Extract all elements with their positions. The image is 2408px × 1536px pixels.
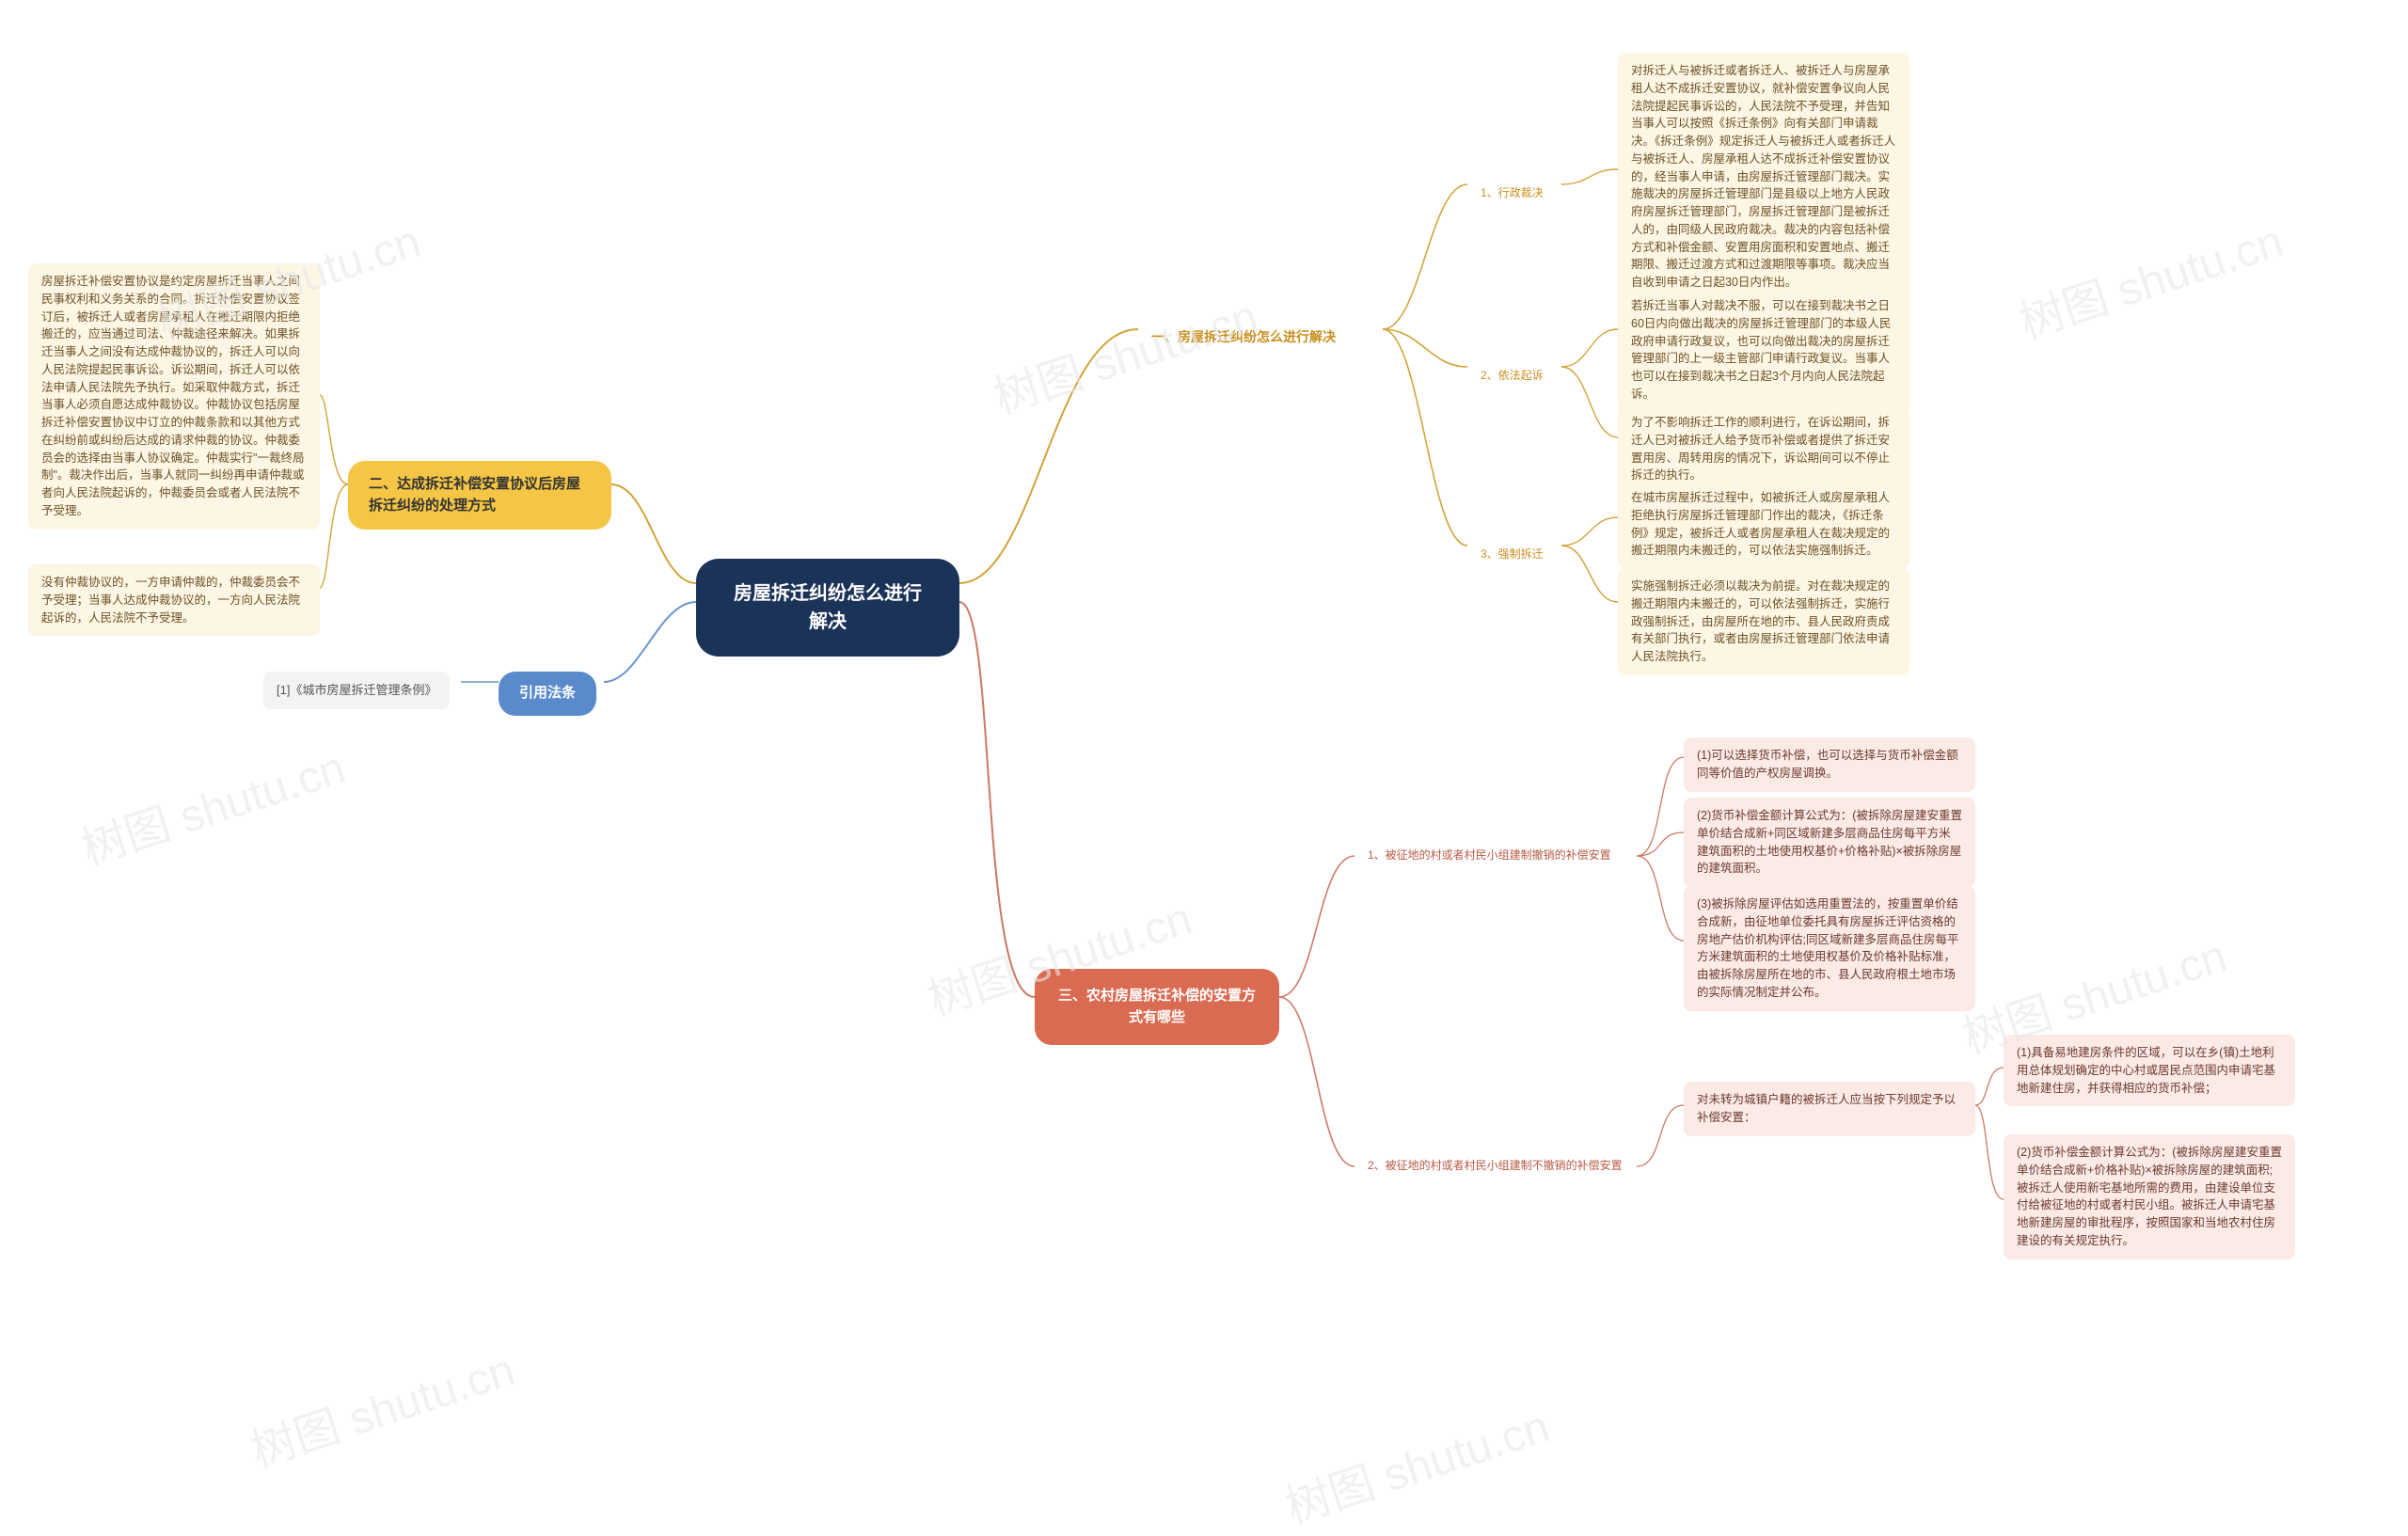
s2-leaf-b: 没有仲裁协议的，一方申请仲裁的，仲裁委员会不予受理；当事人达成仲裁协议的，一方向… (28, 564, 320, 636)
s1-item-3-leaf-b: 实施强制拆迁必须以裁决为前提。对在裁决规定的搬迁期限内未搬迁的，可以依法强制拆迁… (1618, 568, 1909, 675)
s3-item-1-label: 1、被征地的村或者村民小组建制撤销的补偿安置 (1354, 837, 1637, 873)
section-1-title: 一、房屋拆迁纠纷怎么进行解决 (1138, 318, 1383, 356)
s1-item-2-leaf-a: 若拆迁当事人对裁决不服，可以在接到裁决书之日60日内向做出裁决的房屋拆迁管理部门… (1618, 288, 1909, 413)
section-2-title: 二、达成拆迁补偿安置协议后房屋拆迁纠纷的处理方式 (348, 461, 611, 530)
reference-item: [1]《城市房屋拆迁管理条例》 (263, 672, 450, 709)
s3-i1-leaf-b: (2)货币补偿金额计算公式为：(被拆除房屋建安重置单价结合成新+同区域新建多层商… (1684, 798, 1975, 887)
watermark: 树图 shutu.cn (241, 1333, 521, 1480)
s3-i2-leaf-a: (1)具备易地建房条件的区域，可以在乡(镇)土地利用总体规划确定的中心村或居民点… (2004, 1035, 2295, 1106)
s1-item-1-label: 1、行政裁决 (1467, 175, 1557, 211)
s1-item-3-label: 3、强制拆迁 (1467, 536, 1557, 572)
s1-item-3-leaf-a: 在城市房屋拆迁过程中，如被拆迁人或房屋承租人拒绝执行房屋拆迁管理部门作出的裁决，… (1618, 480, 1909, 569)
connector-lines (0, 0, 2408, 1509)
s1-item-2-label: 2、依法起诉 (1467, 357, 1557, 393)
watermark: 树图 shutu.cn (1275, 1389, 1556, 1536)
s1-item-1-leaf: 对拆迁人与被拆迁或者拆迁人、被拆迁人与房屋承租人达不成拆迁安置协议，就补偿安置争… (1618, 53, 1909, 301)
root-label: 房屋拆迁纠纷怎么进行解决 (734, 583, 922, 632)
reference-title: 引用法条 (499, 672, 596, 716)
s2-leaf-a: 房屋拆迁补偿安置协议是约定房屋拆迁当事人之间民事权利和义务关系的合同。拆迁补偿安… (28, 263, 320, 530)
section-3-title: 三、农村房屋拆迁补偿的安置方式有哪些 (1035, 969, 1279, 1045)
root-node: 房屋拆迁纠纷怎么进行解决 (696, 559, 959, 657)
s3-i1-leaf-c: (3)被拆除房屋评估如选用重置法的，按重置单价结合成新，由征地单位委托具有房屋拆… (1684, 886, 1975, 1011)
watermark: 树图 shutu.cn (2009, 204, 2289, 351)
s3-item-2-label: 2、被征地的村或者村民小组建制不撤销的补偿安置 (1354, 1148, 1637, 1183)
s3-i1-leaf-a: (1)可以选择货币补偿，也可以选择与货币补偿金额同等价值的产权房屋调换。 (1684, 737, 1975, 792)
s3-i2-intro: 对未转为城镇户籍的被拆迁人应当按下列规定予以补偿安置： (1684, 1082, 1975, 1136)
watermark: 树图 shutu.cn (71, 731, 352, 878)
s3-i2-leaf-b: (2)货币补偿金额计算公式为：(被拆除房屋建安重置单价结合成新+价格补贴)×被拆… (2004, 1134, 2295, 1259)
